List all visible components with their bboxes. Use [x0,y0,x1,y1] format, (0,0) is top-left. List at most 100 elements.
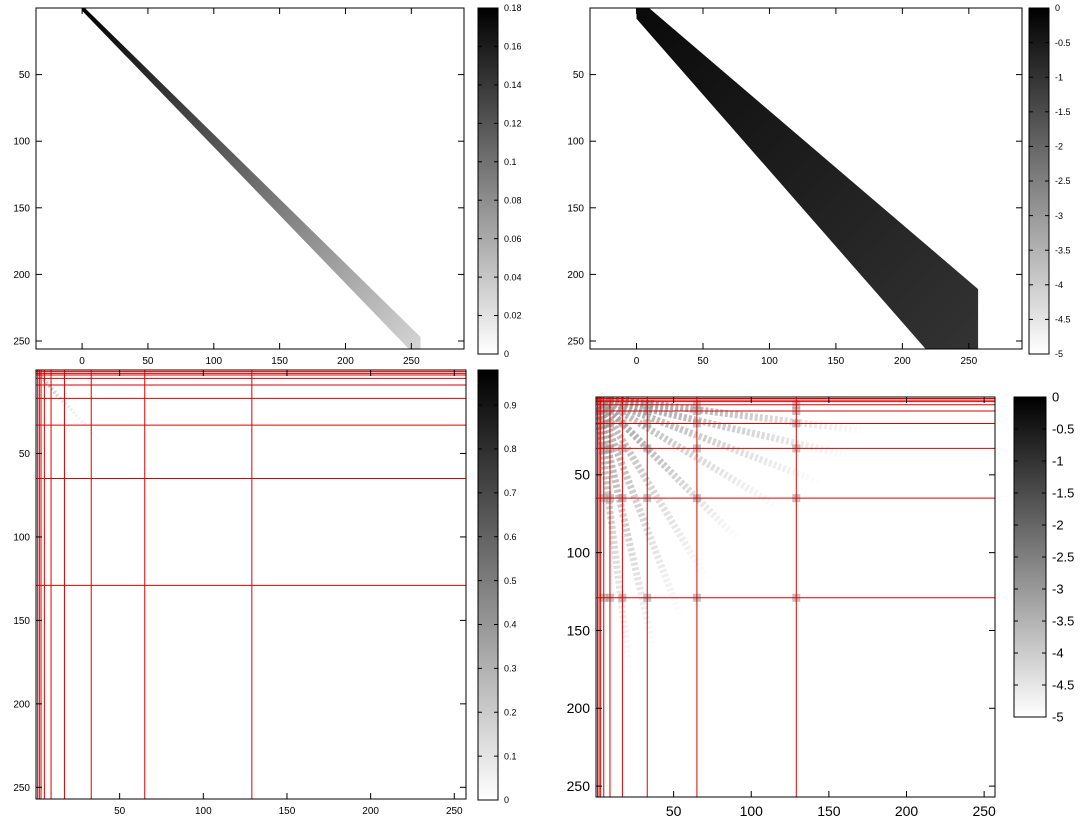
colorbar-tick-label: -4.5 [1052,678,1074,693]
colorbar-tick-label: 0.06 [504,234,522,244]
colorbar-tick-label: -2.5 [1055,176,1071,186]
y-tick-label: 50 [573,70,585,81]
x-tick-label: 200 [895,803,919,819]
y-tick-label: 100 [567,137,584,148]
chart-panel-1: 0 50 100 150 200 250 50 100 150 200 250 0 0.02 0.04 0.… [13,3,521,367]
colorbar: 0 0.02 0.04 0.06 0.08 0.1 0.12 0.14 0.16 0.18 [477,3,522,359]
plot-frame [589,7,1023,350]
colorbar-tick-label: -2 [1052,518,1064,533]
colorbar: 0 -0.5 -1 -1.5 -2 -2.5 -3 -3.5 -4 -4.5 -5 [1028,3,1071,359]
plot-frame [35,7,465,350]
colorbar-tick-label: 0.2 [504,707,517,717]
plot-area [596,397,995,797]
y-tick-label: 100 [13,137,30,148]
colorbar-tick-label: 0 [504,349,509,359]
colorbar: 0 -0.5 -1 -1.5 -2 -2.5 -3 -3.5 -4 -4.5 -5 [1013,390,1074,725]
x-tick-label: 50 [142,356,154,367]
y-tick-label: 200 [567,270,584,281]
colorbar-gradient [1013,396,1047,718]
plot-area [590,8,1022,349]
x-tick-label: 200 [362,806,379,817]
y-tick-label: 100 [567,545,591,561]
colorbar-tick-label: 0.18 [504,3,522,13]
colorbar-tick-label: -1.5 [1055,107,1071,117]
colorbar-tick-label: -4.5 [1055,315,1071,325]
x-tick-label: 150 [828,356,845,367]
colorbar-tick-label: -0.5 [1055,38,1071,48]
colorbar-tick-label: 0.02 [504,311,522,321]
y-tick-label: 250 [567,778,591,794]
x-tick-label: 150 [817,803,841,819]
x-tick-label: 50 [697,356,709,367]
colorbar-tick-label: 0.9 [504,400,517,410]
x-tick-label: 0 [79,356,85,367]
coupling-ray [596,397,659,655]
x-tick-label: 50 [666,803,682,819]
coupling-ray [596,397,785,513]
colorbar-tick-label: 0.08 [504,195,522,205]
coupling-ray [596,397,685,620]
y-tick-label: 150 [13,203,30,214]
x-tick-label: 150 [279,806,296,817]
colorbar-tick-label: -1.5 [1052,486,1074,501]
chart-panel-2: 0 50 100 150 200 250 50 100 150 200 250 0 -0.5 -1 -1.5… [567,3,1071,367]
colorbar-tick-label: -4 [1052,646,1064,661]
y-tick-label: 250 [567,337,584,348]
plot-background [36,370,466,799]
colorbar-tick-label: 0.6 [504,532,517,542]
colorbar-tick-label: 0.4 [504,620,517,630]
x-tick-label: 50 [114,806,126,817]
colorbar-tick-label: 0.12 [504,118,522,128]
y-tick-label: 100 [13,532,30,543]
colorbar-tick-label: 0.1 [504,157,517,167]
colorbar-tick-label: -3.5 [1055,245,1071,255]
y-tick-label: 200 [567,700,591,716]
colorbar-tick-label: -5 [1055,349,1063,359]
colorbar-tick-label: -3.5 [1052,614,1074,629]
colorbar: 0 0.1 0.2 0.3 0.4 0.5 0.6 0.7 0.8 0.9 [477,369,517,805]
colorbar-tick-label: 0 [1052,390,1059,405]
chart-panel-3: 50 100 150 200 250 50 100 150 200 250 0 0.1 0.2 0.3 0.… [13,369,517,817]
x-tick-label: 200 [894,356,911,367]
x-tick-label: 100 [195,806,212,817]
y-tick-label: 200 [13,270,30,281]
y-tick-label: 50 [19,449,31,460]
coupling-ray [596,397,711,583]
colorbar-tick-label: 0.04 [504,272,522,282]
plot-frame [595,396,996,798]
y-tick-label: 250 [13,783,30,794]
x-tick-label: 150 [271,356,288,367]
coupling-ray [596,397,634,675]
colorbar-tick-label: 0.1 [504,751,517,761]
colorbar-gradient [477,369,499,801]
colorbar-tick-label: 0.16 [504,42,522,52]
coupling-ray [596,397,853,460]
coupling-ray [596,397,869,435]
diagonal-band [82,8,421,349]
colorbar-tick-label: -5 [1052,710,1064,725]
colorbar-tick-label: 0.14 [504,80,522,90]
colorbar-tick-label: -4 [1055,280,1063,290]
colorbar-tick-label: 0 [504,795,509,805]
x-tick-label: 250 [960,356,977,367]
colorbar-tick-label: -2.5 [1052,550,1074,565]
colorbar-tick-label: -1 [1052,454,1064,469]
colorbar-tick-label: 0.7 [504,488,517,498]
y-tick-label: 50 [19,70,31,81]
x-tick-label: 200 [337,356,354,367]
colorbar-tick-label: 0.5 [504,576,517,586]
x-tick-label: 250 [446,806,463,817]
colorbar-tick-label: -3 [1052,582,1064,597]
y-tick-label: 150 [567,622,591,638]
colorbar-tick-label: 0.8 [504,444,517,454]
x-tick-label: 250 [403,356,420,367]
diagonal-band [636,8,979,349]
colorbar-gradient [477,7,499,355]
colorbar-tick-label: -2 [1055,142,1063,152]
colorbar-tick-label: -0.5 [1052,422,1074,437]
plot-frame [35,369,467,800]
x-tick-label: 100 [740,803,764,819]
y-tick-label: 50 [574,467,590,483]
